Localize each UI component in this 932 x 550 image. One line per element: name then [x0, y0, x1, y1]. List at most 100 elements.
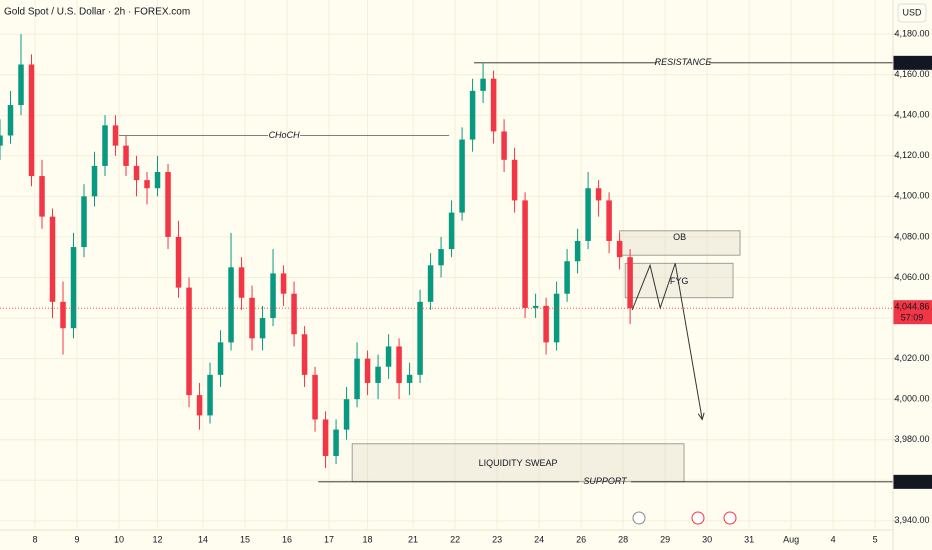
- zone: [351, 443, 685, 483]
- level-price: 4,165.82: [894, 57, 929, 67]
- candle-body: [511, 159, 518, 201]
- candle-body: [606, 200, 612, 241]
- candle-body: [217, 342, 224, 375]
- level-name: RESISTANCE: [655, 57, 713, 67]
- candle-body: [480, 78, 486, 91]
- x-tick-label: 10: [114, 534, 124, 544]
- zone-label: FYG: [670, 276, 689, 286]
- countdown: 57:09: [901, 313, 924, 323]
- x-tick-label: Aug: [783, 534, 799, 544]
- candle-body: [291, 293, 297, 335]
- x-tick-label: 14: [198, 534, 208, 544]
- candle-body: [133, 165, 140, 181]
- candle-body: [280, 273, 287, 294]
- candle-body: [28, 64, 35, 177]
- projection-arrowhead: [697, 412, 705, 421]
- candle-body: [501, 131, 507, 160]
- event-icon[interactable]: [723, 511, 737, 525]
- currency[interactable]: USD: [902, 7, 922, 17]
- x-tick-label: 22: [450, 534, 460, 544]
- candle-body: [39, 176, 45, 217]
- candle-body: [333, 429, 339, 456]
- last-price: 4,044.86: [894, 302, 929, 312]
- candle-body: [312, 374, 318, 420]
- candle-body: [469, 90, 476, 140]
- x-tick-label: 18: [363, 534, 373, 544]
- event-icon[interactable]: [691, 511, 705, 525]
- candle-body: [144, 180, 150, 189]
- candle-body: [175, 236, 182, 288]
- candle-body: [375, 366, 381, 383]
- event-icons[interactable]: [632, 511, 737, 525]
- level-price: 3,959.24: [894, 476, 929, 486]
- y-tick-label: 4,060.00: [894, 272, 929, 282]
- candle-body: [249, 297, 255, 339]
- candle-body: [112, 125, 119, 146]
- candle-body: [0, 135, 3, 146]
- candle-body: [81, 196, 87, 248]
- choch-label: CHoCH: [269, 130, 301, 140]
- candle-body: [270, 273, 276, 319]
- y-tick-label: 3,980.00: [894, 434, 929, 444]
- candle-body: [553, 293, 560, 343]
- candle-body: [417, 301, 423, 375]
- y-tick-label: 4,080.00: [894, 231, 929, 241]
- candle-body: [385, 346, 392, 367]
- x-tick-label: 21: [408, 534, 418, 544]
- projection-path: [631, 263, 703, 420]
- x-tick-label: 5: [873, 534, 878, 544]
- candle-body: [154, 172, 161, 189]
- candle-body: [196, 395, 203, 416]
- x-tick-label: 8: [32, 534, 37, 544]
- level-price-box: [893, 474, 932, 489]
- candle-body: [60, 301, 66, 329]
- candle-body: [522, 200, 528, 308]
- candle-body: [543, 305, 549, 343]
- zone-label: OB: [673, 232, 686, 242]
- candle-body: [574, 240, 581, 262]
- x-tick-label: 24: [534, 534, 544, 544]
- candle-body: [228, 267, 234, 343]
- candle-body: [459, 139, 465, 213]
- candle-body: [406, 374, 413, 383]
- candle-body: [322, 419, 329, 456]
- y-tick-label: 3,940.00: [894, 515, 929, 525]
- x-tick-label: 9: [75, 534, 80, 544]
- x-tick-label: 26: [576, 534, 586, 544]
- x-tick-label: 31: [744, 534, 754, 544]
- candle-body: [207, 374, 213, 416]
- y-tick-label: 4,120.00: [894, 150, 929, 160]
- zone-label: LIQUIDITY SWEAP: [479, 458, 558, 468]
- candle-body: [616, 240, 623, 258]
- candle-body: [627, 257, 633, 309]
- candle-body: [364, 358, 371, 383]
- x-tick-label: 17: [324, 534, 334, 544]
- x-tick-label: 30: [702, 534, 712, 544]
- candle-body: [18, 64, 24, 106]
- candle-body: [123, 145, 129, 166]
- candle-body: [186, 287, 192, 396]
- candle-body: [448, 212, 455, 250]
- y-tick-label: 4,160.00: [894, 69, 929, 79]
- candle-body: [595, 188, 602, 201]
- y-tick-label: 4,020.00: [894, 353, 929, 363]
- candle-body: [396, 346, 402, 383]
- y-tick-label: 4,140.00: [894, 110, 929, 120]
- candle-body: [165, 172, 171, 237]
- x-tick-label: 29: [660, 534, 670, 544]
- zone: [619, 230, 741, 256]
- x-tick-label: 28: [618, 534, 628, 544]
- currency-box[interactable]: [897, 3, 927, 23]
- candle-body: [427, 265, 434, 302]
- candle-body: [49, 216, 56, 302]
- x-tick-label: 23: [492, 534, 502, 544]
- candle-body: [102, 125, 108, 166]
- x-tick-label: 15: [240, 534, 250, 544]
- y-tick-label: 4,180.00: [894, 28, 929, 38]
- candle-body: [259, 318, 266, 339]
- last-price-box: [893, 300, 932, 325]
- event-icon[interactable]: [632, 511, 646, 525]
